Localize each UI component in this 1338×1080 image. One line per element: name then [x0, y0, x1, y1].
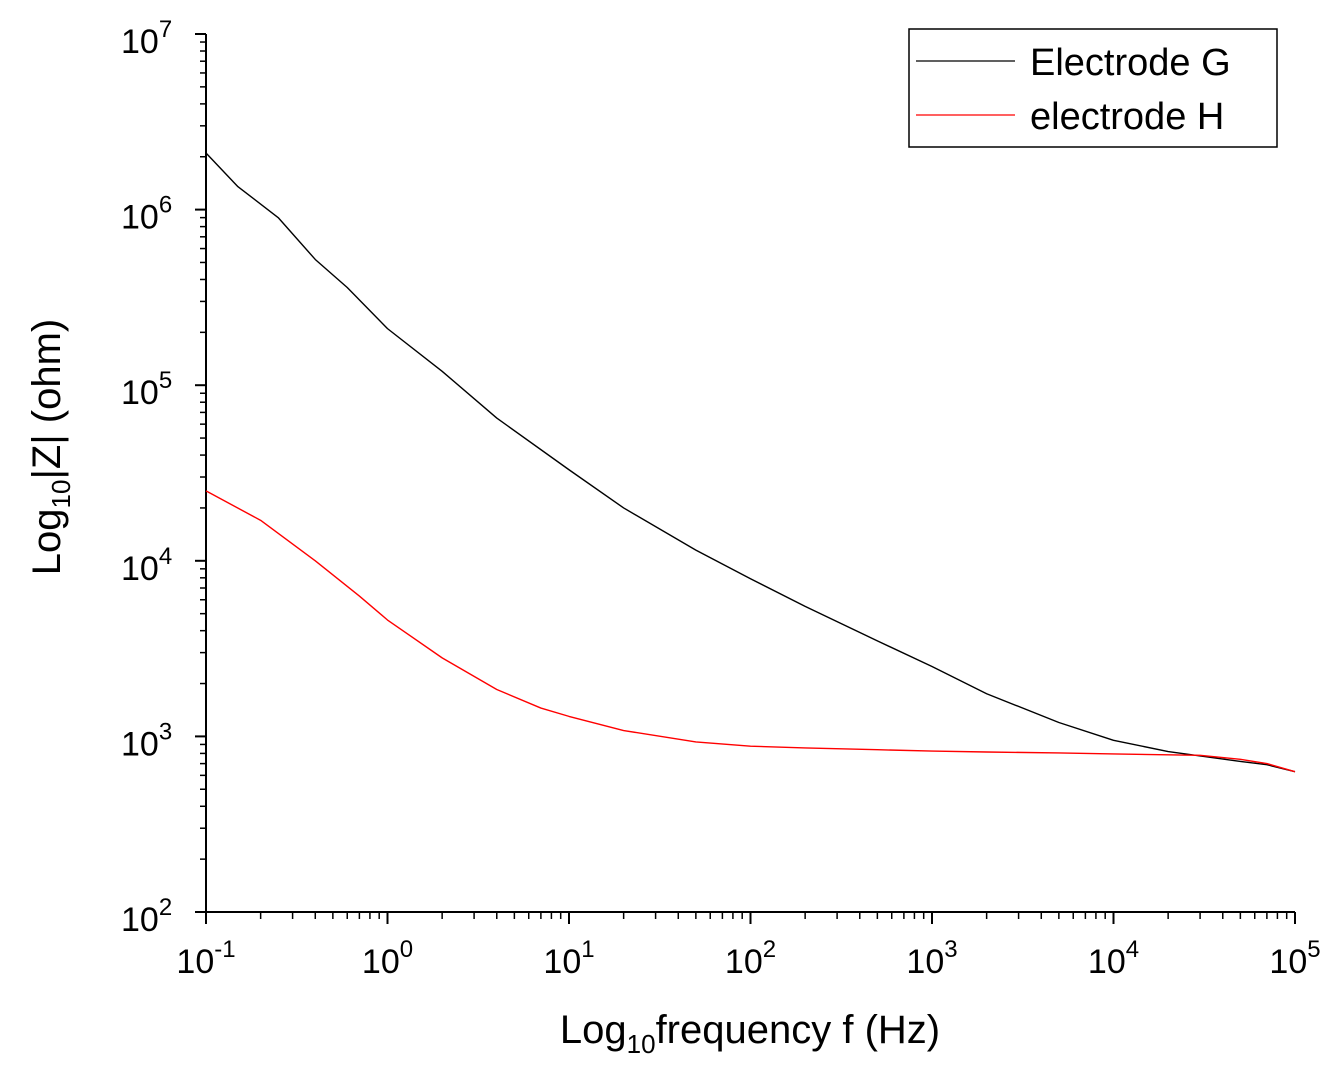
legend: Electrode G electrode H: [908, 28, 1278, 148]
y-tick-exp: 3: [159, 718, 172, 745]
legend-label-electrode-g: Electrode G: [1030, 42, 1231, 84]
series-line-electrode-h: [205, 490, 1296, 773]
x-tick-exp: 2: [763, 936, 776, 963]
y-axis-label-sub: 10: [46, 480, 76, 509]
x-tick-base: 10: [1269, 943, 1307, 981]
x-axis-label-rest: frequency f (Hz): [656, 1008, 941, 1052]
x-tick-base: 10: [176, 943, 214, 981]
x-tick-exp: -1: [214, 936, 235, 963]
tick-marks: [195, 33, 1296, 924]
x-axis-label-base: Log: [560, 1008, 627, 1052]
y-tick-base: 10: [121, 550, 159, 588]
y-axis-label-base: Log: [25, 508, 69, 575]
plot-area: [205, 34, 1295, 913]
y-tick-exp: 2: [159, 894, 172, 921]
x-tick-label: 105: [1269, 936, 1320, 981]
y-tick-base: 10: [121, 199, 159, 237]
x-tick-label: 104: [1088, 936, 1139, 981]
x-tick-label: 103: [906, 936, 957, 981]
y-tick-exp: 7: [159, 16, 172, 43]
y-tick-label: 107: [121, 16, 172, 61]
x-axis-label-sub: 10: [627, 1029, 656, 1059]
y-tick-label: 104: [121, 543, 172, 588]
x-tick-base: 10: [725, 943, 763, 981]
y-tick-exp: 4: [159, 543, 172, 570]
y-tick-label: 103: [121, 718, 172, 763]
x-tick-exp: 1: [581, 936, 594, 963]
x-tick-label: 101: [543, 936, 594, 981]
y-tick-exp: 6: [159, 192, 172, 219]
y-tick-base: 10: [121, 23, 159, 61]
x-tick-base: 10: [906, 943, 944, 981]
x-tick-exp: 4: [1126, 936, 1139, 963]
x-tick-base: 10: [362, 943, 400, 981]
x-tick-label: 102: [725, 936, 776, 981]
y-tick-exp: 5: [159, 367, 172, 394]
x-tick-base: 10: [1088, 943, 1126, 981]
x-tick-base: 10: [543, 943, 581, 981]
y-tick-label: 102: [121, 894, 172, 939]
y-axis-label-rest: |Z| (ohm): [25, 319, 69, 480]
legend-box: [908, 28, 1278, 148]
x-tick-label: 100: [362, 936, 413, 981]
x-tick-exp: 0: [400, 936, 413, 963]
series-layer: [205, 152, 1296, 773]
x-axis-label: Log10frequency f (Hz): [560, 1008, 940, 1059]
y-tick-label: 106: [121, 192, 172, 237]
y-tick-label: 105: [121, 367, 172, 412]
x-tick-label: 10-1: [176, 936, 235, 981]
x-tick-exp: 3: [944, 936, 957, 963]
x-tick-exp: 5: [1307, 936, 1320, 963]
series-line-electrode-g: [205, 152, 1296, 773]
y-tick-base: 10: [121, 725, 159, 763]
y-tick-base: 10: [121, 374, 159, 412]
legend-label-electrode-h: electrode H: [1030, 96, 1224, 138]
y-tick-base: 10: [121, 901, 159, 939]
y-axis-label: Log10|Z| (ohm): [25, 319, 76, 575]
